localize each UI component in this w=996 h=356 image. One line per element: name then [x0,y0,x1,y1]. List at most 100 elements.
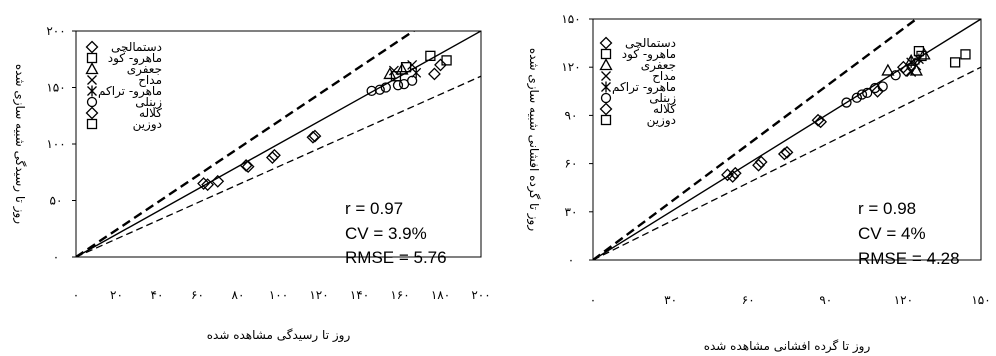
legend-marker [87,85,97,97]
y-tick-label: ۱۵۰ [561,12,580,26]
data-point [239,159,253,172]
legend-label: جعفری [641,58,676,73]
legend-label: مداح [138,73,162,87]
series-group [366,75,418,97]
legend-marker [599,58,613,71]
series-group [913,45,925,57]
series-group [916,49,971,68]
data-point [366,85,377,97]
data-point [197,177,210,190]
data-point [392,80,404,91]
data-point [434,58,447,72]
stat-label: RMSE = 5.76 [345,248,447,267]
x-tick-label: ۱۸۰ [431,288,450,302]
x-tick-label: ۰ [73,288,79,302]
data-point [913,45,925,57]
chart-days-to-maturity: ۰ ۵۰ ۱۰۰ ۱۵۰ ۲۰۰ ۰ ۲۰ ۴۰ ۶۰ ۸۰ ۱۰۰ ۱۲۰ ۱۴۰ ۱۶۰ ۱۸۰ ۲۰۰ ر… [12,24,491,343]
data-point [871,84,884,98]
data-point [906,56,917,68]
lower-bound-line [593,66,981,260]
x-tick-label: ۱۰۰ [269,288,288,302]
data-point [881,63,895,76]
x-tick-label: ۱۲۰ [309,288,328,302]
data-point [374,84,385,95]
data-point [841,97,852,108]
legend-marker [601,71,611,81]
upper-bound-line [76,31,416,257]
data-point [811,113,825,127]
y-tick-label: ۱۰۰ [46,137,65,151]
data-point [406,75,418,86]
data-point [949,57,961,68]
legend-marker [86,96,98,108]
legend-marker [601,81,611,93]
chart-days-to-pollination: ۰ ۳۰ ۶۰ ۹۰ ۱۲۰ ۱۵۰ ۰ ۳۰ ۶۰ ۹۰ ۱۲۰ ۱۵۰ روز تا گرده اف… [526,12,991,354]
y-tick-label: ۲۰۰ [46,24,65,38]
x-axis-label: روز تا گرده افشانی مشاهده شده [704,339,871,354]
x-tick-label: ۶۰ [742,293,755,307]
data-point [752,158,765,172]
series-group [726,63,913,183]
legend-marker [599,102,613,116]
stat-label: CV = 4% [858,224,926,243]
legend-label: زینلی [135,95,162,110]
data-point [814,115,828,129]
data-point [899,63,913,77]
x-tick-label: ۲۰۰ [471,288,490,302]
reference-lines [76,31,481,257]
data-point [400,62,412,73]
y-tick-label: ۹۰ [565,108,578,122]
y-tick-label: ۱۵۰ [46,81,65,95]
one-to-one-line [76,31,481,257]
legend-marker [599,36,613,50]
data-point [380,82,391,93]
legend-marker [85,62,99,75]
legend-label: زینلی [649,91,676,106]
x-tick-label: ۴۰ [151,288,164,302]
stat-label: r = 0.98 [858,199,916,218]
x-tick-label: ۳۰ [664,293,677,307]
y-tick-label: ۶۰ [565,157,578,171]
upper-bound-line [593,19,919,260]
data-point [266,151,279,164]
x-tick-label: ۱۲۰ [894,293,913,307]
stat-label: RMSE = 4.28 [858,249,960,268]
data-point [425,50,436,62]
series-group [383,62,409,80]
data-point [777,147,791,161]
data-point [268,148,281,162]
series-group [201,67,441,192]
x-tick-label: ۲۰ [110,288,123,302]
data-point [906,67,917,77]
series-group [388,59,418,76]
legend-label: ماهرو- تراکم [98,84,162,99]
legend-marker [85,106,99,120]
data-point [407,59,418,70]
legend-label: دستمالچی [111,40,162,54]
data-point [388,65,399,76]
y-tick-label: ۰ [568,253,574,267]
data-point [856,89,868,100]
legend-marker [87,75,97,85]
legend-label: ماهرو- تراکم [612,80,676,95]
stat-label: r = 0.97 [345,199,403,218]
data-point [780,145,794,159]
series-group [400,62,412,73]
data-point [960,49,971,60]
y-tick-label: ۳۰ [565,205,578,219]
y-axis-label: روز تا رسیدگی شبیه سازی شده [12,64,27,224]
x-tick-label: ۱۴۰ [350,288,369,302]
legend-marker [600,92,612,104]
data-point [862,87,873,99]
lower-bound-line [76,75,481,257]
y-tick-label: ۵۰ [50,194,63,208]
series-group [197,58,447,190]
x-tick-label: ۱۶۰ [390,288,409,302]
series-group [906,60,922,77]
data-point [201,178,215,192]
y-axis-label: روز تا گرده افشانی شبیه سازی شده [526,48,541,231]
legend-label: کلاله [139,106,162,120]
y-tick-label: ۰ [53,250,59,264]
legend-label: ماهرو- کود [108,51,162,66]
